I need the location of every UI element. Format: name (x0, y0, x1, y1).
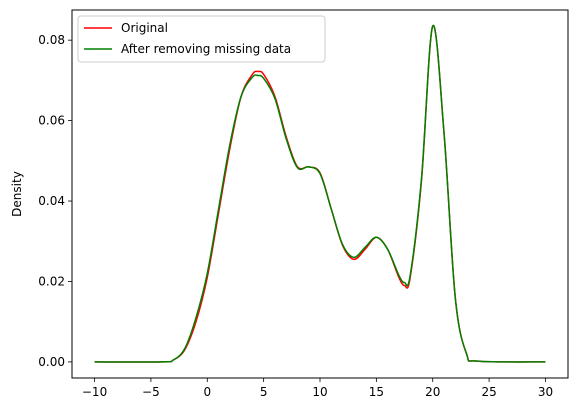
x-tick-label: 20 (425, 385, 440, 399)
series-line-after-removing-missing (94, 24, 546, 363)
legend: Original After removing missing data (77, 15, 326, 63)
y-tick-label: 0.00 (38, 355, 65, 369)
x-tick-label: 10 (312, 385, 327, 399)
y-tick-label: 0.08 (38, 33, 65, 47)
y-tick-label: 0.06 (38, 114, 65, 128)
legend-box (77, 15, 326, 63)
y-tick-label: 0.02 (38, 274, 65, 288)
x-tick-label: 5 (260, 385, 268, 399)
y-axis-title: Density (10, 171, 24, 217)
x-tick-label: 15 (369, 385, 384, 399)
x-tick-label: −10 (82, 385, 107, 399)
legend-label: Original (121, 21, 168, 35)
y-axis: 0.00 0.02 0.04 0.06 0.08 (38, 33, 72, 369)
x-tick-label: 0 (203, 385, 211, 399)
x-tick-label: 25 (481, 385, 496, 399)
legend-label: After removing missing data (121, 42, 291, 56)
x-axis: −10 −5 0 5 10 15 20 25 30 (82, 378, 553, 399)
plot-lines (94, 24, 546, 363)
x-tick-label: −5 (142, 385, 160, 399)
y-tick-label: 0.04 (38, 194, 65, 208)
x-tick-label: 30 (538, 385, 553, 399)
